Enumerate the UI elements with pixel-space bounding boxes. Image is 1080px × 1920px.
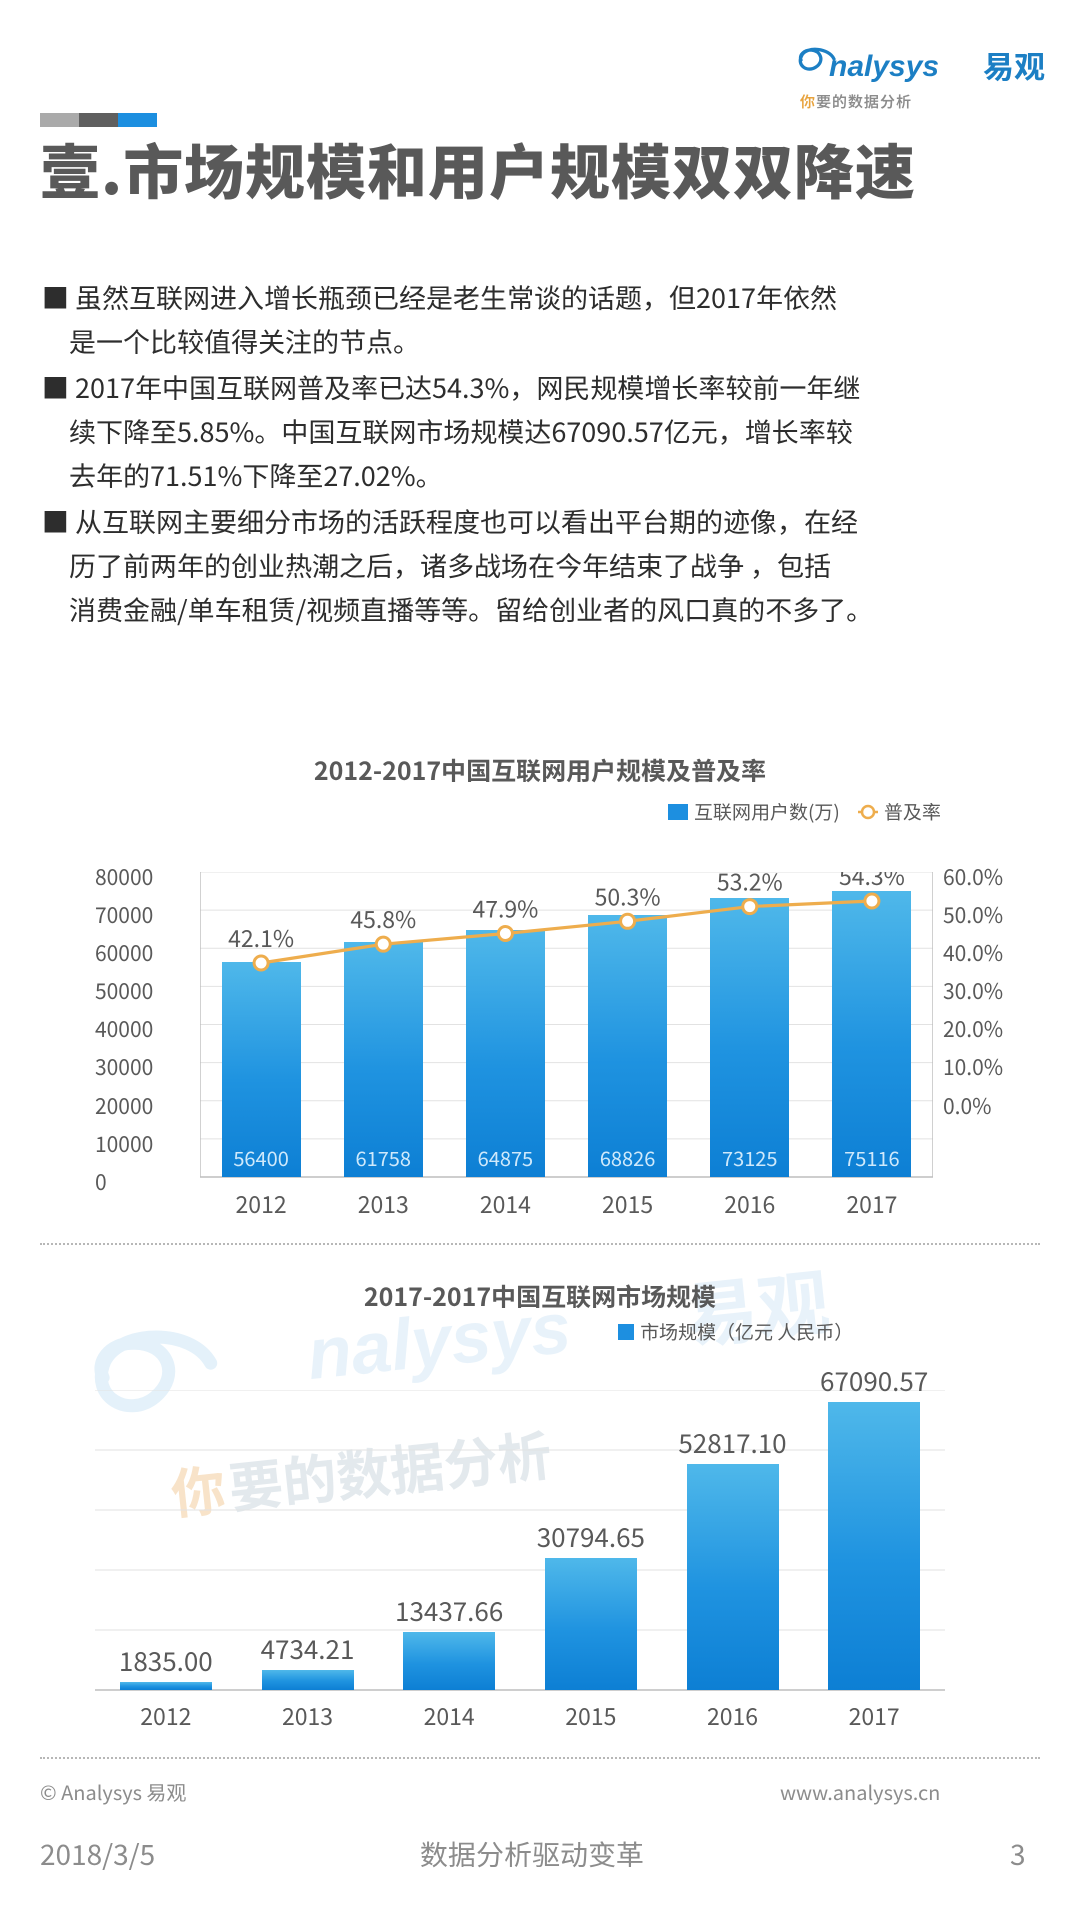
svg-text:54.3%: 54.3% <box>839 872 905 892</box>
svg-text:53.2%: 53.2% <box>717 872 783 898</box>
svg-text:易观: 易观 <box>983 42 1045 87</box>
svg-text:47.9%: 47.9% <box>472 891 538 925</box>
svg-text:nalysys: nalysys <box>829 50 939 83</box>
svg-text:42.1%: 42.1% <box>228 920 294 954</box>
svg-text:45.8%: 45.8% <box>350 901 416 935</box>
svg-text:50.3%: 50.3% <box>595 878 661 912</box>
